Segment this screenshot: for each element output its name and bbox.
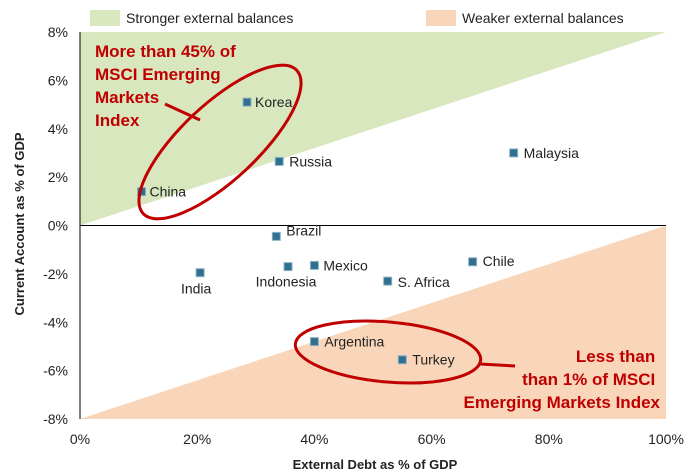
annotation-major-line-3: Markets (95, 88, 159, 107)
y-tick-label: 6% (48, 72, 68, 88)
legend: Stronger external balances Weaker extern… (90, 10, 624, 26)
y-tick-label: 2% (48, 169, 68, 185)
point-label-india: India (181, 281, 212, 297)
annotation-minor: Less than than 1% of MSCI Emerging Marke… (463, 347, 660, 412)
y-tick-label: 4% (48, 121, 68, 137)
y-tick-label: -6% (43, 363, 68, 379)
point-label-malaysia: Malaysia (524, 145, 579, 161)
ellipse-major-markets (137, 63, 303, 221)
point-label-turkey: Turkey (412, 352, 454, 368)
annotation-major-line-2: MSCI Emerging (95, 65, 221, 84)
x-tick-label: 100% (648, 431, 684, 447)
annotation-minor-line-3: Emerging Markets Index (463, 393, 660, 412)
x-tick-label: 40% (300, 431, 328, 447)
x-axis-title: External Debt as % of GDP (293, 457, 458, 472)
point-label-korea: Korea (255, 94, 293, 110)
data-points: Korea Russia Malaysia China Brazil India Indon… (137, 94, 579, 368)
point-label-brazil: Brazil (286, 222, 321, 238)
y-tick-label: 0% (48, 218, 68, 234)
point-label-argentina: Argentina (324, 334, 384, 350)
point-label-russia: Russia (289, 153, 332, 169)
ellipse-minor-markets (293, 319, 483, 385)
annotation-minor-line-1: Less than (576, 347, 655, 366)
x-tick-label: 20% (183, 431, 211, 447)
point-indonesia (283, 262, 293, 272)
point-mexico (309, 260, 319, 270)
legend-label-stronger: Stronger external balances (126, 10, 293, 26)
point-india (195, 268, 205, 278)
legend-label-weaker: Weaker external balances (462, 10, 624, 26)
y-tick-label: -4% (43, 314, 68, 330)
point-chile (468, 257, 478, 267)
region-stronger (80, 32, 666, 226)
y-tick-label: 8% (48, 24, 68, 40)
point-label-mexico: Mexico (323, 257, 368, 273)
annotations: More than 45% of MSCI Emerging Markets I… (95, 42, 661, 412)
point-malaysia (509, 148, 519, 158)
x-tick-label: 60% (418, 431, 446, 447)
x-tick-label: 80% (535, 431, 563, 447)
legend-swatch-stronger (90, 10, 120, 26)
point-brazil (271, 231, 281, 241)
ellipse-minor-connector (479, 362, 516, 368)
legend-swatch-weaker (426, 10, 456, 26)
highlight-ellipses (137, 63, 516, 385)
y-tick-label: -2% (43, 266, 68, 282)
point-argentina (309, 337, 319, 347)
annotation-major-line-4: Index (95, 111, 140, 130)
tick-labels: 0% 20% 40% 60% 80% 100% 8% 6% 4% 2% 0% -2% -4% -6% -8% (43, 24, 684, 447)
x-tick-label: 0% (70, 431, 90, 447)
point-label-chile: Chile (483, 253, 515, 269)
point-label-indonesia: Indonesia (256, 274, 317, 290)
point-label-s-africa: S. Africa (398, 274, 450, 290)
ellipse-major-connector (164, 102, 201, 122)
point-s-africa (383, 276, 393, 286)
point-russia (274, 156, 284, 166)
annotation-major: More than 45% of MSCI Emerging Markets I… (95, 42, 240, 130)
annotation-major-line-1: More than 45% of (95, 42, 236, 61)
axes (79, 32, 666, 419)
point-turkey (397, 355, 407, 365)
y-tick-label: -8% (43, 411, 68, 427)
y-axis-title: Current Account as % of GDP (12, 132, 27, 315)
annotation-minor-line-2: than 1% of MSCI (522, 370, 655, 389)
point-korea (242, 97, 252, 107)
point-label-china: China (150, 184, 187, 200)
